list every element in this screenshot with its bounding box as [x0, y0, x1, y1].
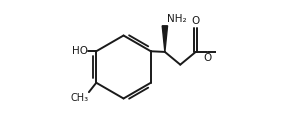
- Text: O: O: [203, 53, 211, 63]
- Text: O: O: [192, 16, 200, 26]
- Text: NH₂: NH₂: [167, 14, 187, 24]
- Text: HO: HO: [72, 46, 88, 56]
- Text: CH₃: CH₃: [70, 94, 89, 103]
- Polygon shape: [162, 26, 167, 52]
